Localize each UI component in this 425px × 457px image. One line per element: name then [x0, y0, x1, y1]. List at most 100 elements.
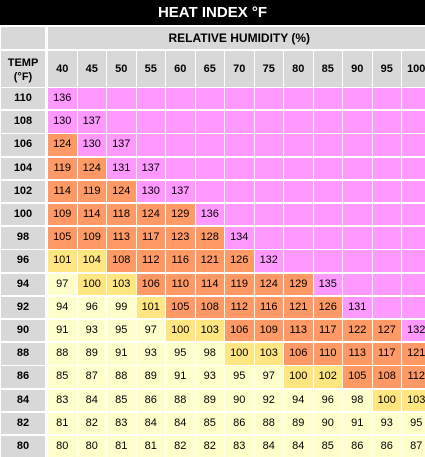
heat-index-cell: 137 — [77, 111, 106, 133]
heat-index-cell: 85 — [107, 389, 136, 411]
corner-cell — [1, 27, 45, 49]
heat-index-cell: 128 — [195, 227, 224, 249]
heat-index-cell: 90 — [313, 412, 342, 435]
heat-index-cell: 89 — [195, 389, 224, 411]
empty-danger-cell — [195, 157, 224, 179]
heat-index-cell: 132 — [402, 320, 425, 342]
heat-index-cell: 117 — [313, 320, 342, 342]
heat-index-cell: 124 — [107, 180, 136, 203]
temp-axis-label: TEMP (°F) — [1, 51, 45, 87]
heat-index-cell: 89 — [284, 412, 313, 435]
heat-index-cell: 122 — [343, 320, 372, 342]
heat-index-cell: 83 — [48, 389, 77, 411]
empty-danger-cell — [343, 204, 372, 226]
empty-danger-cell — [402, 180, 425, 203]
heat-index-cell: 101 — [48, 250, 77, 272]
empty-danger-cell — [402, 134, 425, 156]
heat-index-cell: 123 — [166, 227, 195, 249]
empty-danger-cell — [343, 227, 372, 249]
heat-index-cell: 130 — [48, 111, 77, 133]
empty-danger-cell — [254, 111, 283, 133]
heat-index-cell: 126 — [225, 250, 254, 272]
heat-index-cell: 93 — [195, 366, 224, 388]
empty-danger-cell — [343, 273, 372, 295]
heat-index-cell: 91 — [107, 343, 136, 365]
temp-axis-label-line: (°F) — [13, 71, 33, 83]
heat-index-cell: 119 — [225, 273, 254, 295]
empty-danger-cell — [402, 296, 425, 319]
heat-index-cell: 83 — [107, 412, 136, 435]
empty-danger-cell — [343, 157, 372, 179]
empty-danger-cell — [225, 134, 254, 156]
heat-index-cell: 110 — [166, 273, 195, 295]
empty-danger-cell — [284, 227, 313, 249]
heat-index-cell: 91 — [48, 320, 77, 342]
empty-danger-cell — [77, 88, 106, 110]
temp-row-label: 80 — [1, 436, 45, 457]
empty-danger-cell — [284, 204, 313, 226]
heat-index-cell: 127 — [372, 320, 401, 342]
heat-index-cell: 134 — [225, 227, 254, 249]
heat-index-cell: 91 — [343, 412, 372, 435]
heat-index-cell: 100 — [284, 366, 313, 388]
heat-index-cell: 100 — [166, 320, 195, 342]
empty-danger-cell — [343, 88, 372, 110]
heat-index-cell: 86 — [136, 389, 165, 411]
heat-index-cell: 109 — [77, 227, 106, 249]
heat-index-cell: 100 — [225, 343, 254, 365]
heat-index-cell: 110 — [313, 343, 342, 365]
heat-index-cell: 97 — [136, 320, 165, 342]
heat-index-cell: 119 — [48, 157, 77, 179]
humidity-tick-label: 65 — [195, 51, 224, 87]
empty-danger-cell — [372, 180, 401, 203]
temp-row-label: 110 — [1, 88, 45, 110]
empty-danger-cell — [313, 227, 342, 249]
temp-row-label: 84 — [1, 389, 45, 411]
heat-index-cell: 112 — [402, 366, 425, 388]
heat-index-cell: 82 — [166, 436, 195, 457]
empty-danger-cell — [254, 134, 283, 156]
empty-danger-cell — [284, 157, 313, 179]
heat-index-cell: 84 — [77, 389, 106, 411]
heat-index-cell: 114 — [48, 180, 77, 203]
empty-danger-cell — [166, 134, 195, 156]
heat-index-cell: 117 — [136, 227, 165, 249]
empty-danger-cell — [402, 111, 425, 133]
heat-index-cell: 114 — [195, 273, 224, 295]
empty-danger-cell — [284, 134, 313, 156]
empty-danger-cell — [402, 250, 425, 272]
heat-index-cell: 88 — [107, 366, 136, 388]
heat-index-cell: 114 — [77, 204, 106, 226]
heat-index-cell: 112 — [136, 250, 165, 272]
empty-danger-cell — [372, 111, 401, 133]
empty-danger-cell — [107, 88, 136, 110]
empty-danger-cell — [343, 134, 372, 156]
empty-danger-cell — [372, 134, 401, 156]
heat-index-cell: 94 — [284, 389, 313, 411]
heat-index-cell: 116 — [254, 296, 283, 319]
humidity-tick-label: 75 — [254, 51, 283, 87]
heat-index-cell: 131 — [107, 157, 136, 179]
empty-danger-cell — [195, 88, 224, 110]
heat-index-cell: 116 — [166, 250, 195, 272]
heat-index-cell: 105 — [48, 227, 77, 249]
empty-danger-cell — [372, 204, 401, 226]
heat-index-cell: 96 — [313, 389, 342, 411]
heat-index-cell: 109 — [48, 204, 77, 226]
heat-index-cell: 124 — [136, 204, 165, 226]
heat-index-cell: 81 — [136, 436, 165, 457]
empty-danger-cell — [254, 227, 283, 249]
empty-danger-cell — [136, 134, 165, 156]
heat-index-cell: 96 — [77, 296, 106, 319]
heat-index-cell: 113 — [343, 343, 372, 365]
heat-index-cell: 106 — [284, 343, 313, 365]
humidity-tick-label: 40 — [48, 51, 77, 87]
heat-index-cell: 103 — [107, 273, 136, 295]
empty-danger-cell — [254, 157, 283, 179]
humidity-tick-label: 90 — [343, 51, 372, 87]
temp-row-label: 104 — [1, 157, 45, 179]
heat-index-cell: 80 — [48, 436, 77, 457]
humidity-axis-title: RELATIVE HUMIDITY (%) — [48, 27, 425, 49]
empty-danger-cell — [225, 157, 254, 179]
